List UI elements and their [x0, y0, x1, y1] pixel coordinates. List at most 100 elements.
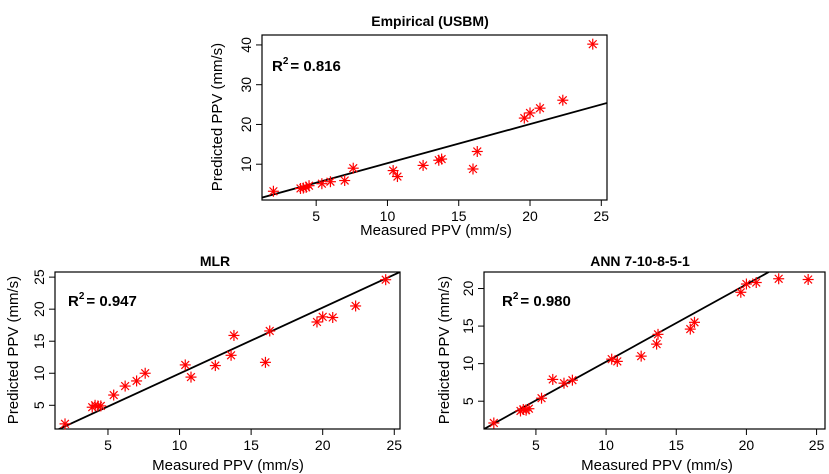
panel-ann-y-axis-label: Predicted PPV (mm/s)	[436, 276, 453, 424]
panel-ann-data-point-6	[536, 392, 548, 404]
panel-empirical-data-point-1	[267, 185, 279, 197]
panel-mlr-x-tick-label-15: 15	[243, 437, 259, 453]
panel-mlr-y-tick-label-15: 15	[31, 333, 47, 349]
panel-mlr-r2-value: = 0.947	[86, 293, 136, 310]
panel-ann-x-axis-label: Measured PPV (mm/s)	[581, 457, 733, 474]
panel-mlr-data-point-11	[185, 371, 197, 383]
panel-ann-y-tick-label-10: 10	[460, 356, 476, 372]
panel-mlr-data-point-15	[259, 356, 271, 368]
panel-mlr-x-ticks: 5 10 15 20 25	[104, 429, 402, 453]
panel-ann-data-point-18	[740, 278, 752, 290]
panel-empirical-x-ticks: 5 10 15 20 25	[312, 200, 609, 224]
panel-mlr-r2-sup: 2	[79, 291, 85, 302]
panel-empirical-r2-label: R2 = 0.816	[272, 56, 341, 75]
panel-mlr-r2-prefix: R	[68, 293, 79, 310]
panel-empirical-data-point-15	[467, 163, 479, 175]
panel-ann-fit-line	[484, 272, 770, 429]
panel-mlr-y-tick-label-20: 20	[31, 301, 47, 317]
panel-empirical-data-point-12	[417, 159, 429, 171]
panel-empirical-fit-line	[262, 102, 607, 199]
panel-empirical-plot-frame	[261, 34, 608, 201]
panel-ann-data-point-20	[773, 273, 785, 285]
panel-empirical-data-point-19	[534, 102, 546, 114]
panel-empirical-x-axis-label: Measured PPV (mm/s)	[360, 222, 512, 239]
panel-ann-y-tick-label-20: 20	[460, 281, 476, 297]
panel-empirical-data-point-8	[339, 175, 351, 187]
panel-empirical-y-ticks: 10 20 30 40	[238, 37, 262, 172]
panel-empirical-y-tick-label-20: 20	[238, 116, 254, 132]
panel-ann-r2-value: = 0.980	[520, 293, 570, 310]
panel-mlr-plot-frame	[54, 271, 401, 430]
panel-empirical-data-point-7	[324, 176, 336, 188]
panel-ann-x-tick-label-25: 25	[809, 437, 825, 453]
panel-empirical-data-point-6	[316, 178, 328, 190]
panel-mlr-r2-label: R2 = 0.947	[68, 291, 137, 310]
panel-mlr-y-axis-label: Predicted PPV (mm/s)	[5, 276, 22, 424]
panel-mlr-data-point-7	[119, 380, 131, 392]
panel-mlr-x-tick-label-20: 20	[315, 437, 331, 453]
panel-ann-x-tick-label-10: 10	[598, 437, 614, 453]
panel-ann-data-point-7	[547, 373, 559, 385]
panel-empirical-data-point-14	[436, 153, 448, 165]
panel-ann-r2-label: R2 = 0.980	[502, 291, 571, 310]
panel-mlr-x-axis-label: Measured PPV (mm/s)	[152, 457, 304, 474]
panel-mlr-data-point-6	[108, 389, 120, 401]
panel-empirical-r2-prefix: R	[272, 58, 283, 75]
panel-empirical-data-point-20	[557, 94, 569, 106]
panel-mlr-data-point-19	[327, 311, 339, 323]
panel-empirical-y-tick-label-40: 40	[238, 37, 254, 53]
panel-empirical-y-axis-label: Predicted PPV (mm/s)	[209, 43, 226, 191]
panel-ann-data-point-1	[488, 417, 500, 429]
panel-mlr-data-point-14	[228, 329, 240, 341]
panel-empirical-data-point-21	[587, 38, 599, 50]
panel-ann-x-ticks: 5 10 15 20 25	[532, 429, 825, 453]
panel-mlr-data-point-9	[139, 367, 151, 379]
panel-mlr-plot-area	[57, 272, 400, 430]
panel-mlr: MLR R2 = 0.947 5 10 15 20 25 5 10 15 20 25 Measur…	[5, 253, 402, 474]
panel-ann-data-point-5	[523, 403, 535, 415]
panel-empirical-x-tick-label-5: 5	[312, 208, 320, 224]
panel-ann-data-point-15	[684, 323, 696, 335]
panel-empirical-x-tick-label-15: 15	[451, 208, 467, 224]
panel-mlr-x-tick-label-25: 25	[386, 437, 402, 453]
panel-mlr-title: MLR	[200, 253, 230, 269]
panel-empirical-title: Empirical (USBM)	[371, 13, 488, 29]
panel-empirical-x-tick-label-20: 20	[522, 208, 538, 224]
panel-empirical-data-point-18	[524, 107, 536, 119]
panel-empirical-data-point-9	[347, 162, 359, 174]
panel-mlr-data-point-16	[264, 325, 276, 337]
panel-ann-r2-prefix: R	[502, 293, 513, 310]
panel-ann-y-ticks: 5 10 15 20	[460, 281, 484, 405]
panel-empirical-data-point-16	[471, 145, 483, 157]
panel-ann-data-point-8	[558, 377, 570, 389]
panel-empirical-y-tick-label-10: 10	[238, 156, 254, 172]
panel-ann-data-point-11	[611, 355, 623, 367]
panel-ann-data-point-17	[735, 286, 747, 298]
panel-mlr-data-point-5	[95, 400, 107, 412]
panel-empirical-data-point-10	[387, 165, 399, 177]
panel-mlr-y-tick-label-10: 10	[31, 365, 47, 381]
panel-empirical-x-tick-label-10: 10	[380, 208, 396, 224]
panel-empirical-data-point-11	[391, 171, 403, 183]
panel-ann-plot-frame	[483, 271, 826, 430]
panel-mlr-data-point-1	[59, 418, 71, 430]
panel-empirical-plot-area	[262, 38, 607, 199]
panel-ann-title: ANN 7-10-8-5-1	[590, 253, 690, 269]
panel-mlr-x-tick-label-10: 10	[172, 437, 188, 453]
panel-mlr-data-point-13	[225, 349, 237, 361]
panel-mlr-data-point-20	[350, 300, 362, 312]
panel-ann-x-tick-label-5: 5	[532, 437, 540, 453]
panel-mlr-data-point-18	[317, 311, 329, 323]
panel-ann-data-point-12	[635, 350, 647, 362]
panel-empirical-r2-sup: 2	[283, 56, 289, 67]
panel-mlr-y-tick-label-25: 25	[31, 269, 47, 285]
panel-mlr-x-tick-label-5: 5	[104, 437, 112, 453]
panel-mlr-data-point-10	[179, 359, 191, 371]
panel-mlr-data-point-12	[209, 360, 221, 372]
panel-mlr-y-ticks: 5 10 15 20 25	[31, 269, 55, 409]
panel-empirical: Empirical (USBM) R2 = 0.816 5 10 15 20 25 10 2…	[209, 13, 609, 239]
panel-ann-plot-area	[484, 272, 814, 429]
panel-ann-x-tick-label-20: 20	[739, 437, 755, 453]
panel-empirical-r2-value: = 0.816	[290, 58, 340, 75]
